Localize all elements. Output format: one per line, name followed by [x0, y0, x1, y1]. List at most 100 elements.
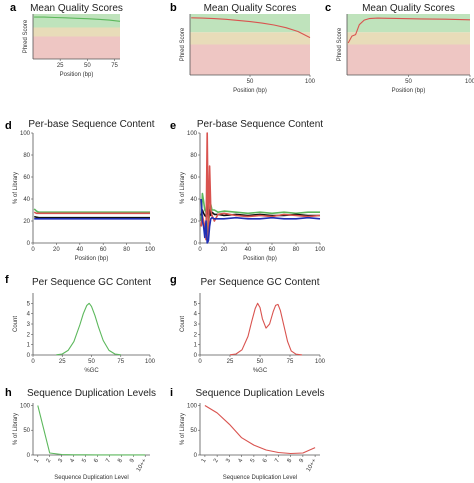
y-axis-label: Count	[180, 316, 186, 332]
x-tick-label: 9	[129, 457, 136, 463]
panel-letter: g	[170, 274, 177, 286]
series-line-green	[200, 192, 320, 233]
series-line-red	[33, 211, 150, 215]
x-tick-label: 50	[257, 359, 264, 365]
series-line-red	[204, 405, 316, 455]
x-tick-label: 4	[69, 457, 76, 463]
panel-h: h Sequence Duplication Levels 1 2 3 4 5 6 7 8 9 10+…	[5, 387, 156, 481]
series-line-red	[191, 17, 311, 39]
y-axis-label: % of Library	[180, 172, 186, 204]
x-tick-label: 80	[293, 247, 300, 253]
y-tick-label: 2	[194, 332, 198, 338]
quality-band-warn	[190, 32, 310, 45]
x-axis-label: Position (bp)	[392, 88, 426, 94]
panel-a: a Mean Quality Scores 25 50 75 Position (bp) P…	[10, 2, 123, 78]
panel-g: g Per Sequence GC Content 0 25 50 75 100 0 1 2 3 4 5…	[170, 274, 326, 374]
y-tick-label: 100	[20, 131, 31, 137]
x-axis-label: Sequence Duplication Level	[223, 475, 297, 481]
chart-title: Mean Quality Scores	[362, 3, 455, 14]
panel-letter: e	[170, 120, 176, 132]
y-tick-label: 0	[194, 241, 198, 247]
x-tick-label: 25	[59, 359, 66, 365]
x-tick-label: 80	[123, 247, 130, 253]
x-axis-label: Sequence Duplication Level	[54, 475, 128, 481]
panel-i: i Sequence Duplication Levels 1 2 3 4 5 6 7 8 9 10+…	[170, 387, 324, 481]
chart-title: Mean Quality Scores	[30, 3, 123, 14]
y-tick-label: 40	[190, 197, 197, 203]
x-tick-label: 20	[221, 247, 228, 253]
y-tick-label: 40	[23, 197, 30, 203]
y-tick-label: 3	[194, 322, 198, 328]
x-tick-label: 7	[274, 457, 281, 463]
y-tick-label: 2	[27, 332, 31, 338]
y-axis-label: Phred Score	[337, 27, 343, 61]
x-tick-label: 2	[46, 457, 53, 463]
y-tick-label: 5	[27, 301, 31, 307]
panel-letter: i	[170, 387, 173, 399]
x-tick-label: 100	[145, 247, 156, 253]
y-tick-label: 60	[190, 175, 197, 181]
panel-c: c Mean Quality Scores 50 100 Position (bp) Ph…	[325, 2, 474, 94]
y-tick-label: 20	[190, 219, 197, 225]
x-axis-label: Position (bp)	[60, 72, 94, 78]
y-tick-label: 20	[23, 219, 30, 225]
y-axis-label: % of Library	[13, 413, 19, 445]
y-axis-label: Phred Score	[180, 27, 186, 61]
y-tick-label: 1	[27, 343, 31, 349]
chart-title: Mean Quality Scores	[204, 3, 297, 14]
panel-b: b Mean Quality Scores 50 100 Position (bp) Ph…	[170, 2, 316, 94]
x-axis-label: Position (bp)	[243, 256, 277, 262]
y-tick-label: 0	[27, 353, 31, 359]
panel-letter: a	[10, 2, 17, 14]
x-tick-label: 5	[81, 457, 88, 463]
x-tick-label: 3	[58, 457, 65, 463]
x-tick-label: 3	[225, 457, 232, 463]
x-tick-label: 10++	[306, 458, 318, 473]
panel-letter: f	[5, 274, 9, 286]
x-tick-label: 60	[100, 247, 107, 253]
y-tick-label: 4	[27, 312, 31, 318]
x-axis-label: Position (bp)	[233, 88, 267, 94]
x-tick-label: 50	[84, 63, 91, 69]
series-line-red	[229, 302, 303, 356]
x-tick-label: 6	[262, 457, 269, 463]
series-line-green	[34, 16, 121, 22]
y-tick-label: 5	[194, 301, 198, 307]
chart-title: Sequence Duplication Levels	[27, 388, 156, 399]
y-axis-label: % of Library	[13, 172, 19, 204]
panel-d: d Per-base Sequence Content 0 20 40 60 80 100 0 2…	[5, 119, 156, 262]
x-tick-label: 25	[57, 63, 64, 69]
x-tick-label: 100	[465, 79, 474, 85]
chart-title: Per Sequence GC Content	[201, 277, 320, 288]
x-axis-label: %GC	[84, 368, 99, 374]
chart-title: Per Sequence GC Content	[32, 277, 151, 288]
y-tick-label: 0	[194, 353, 198, 359]
y-tick-label: 0	[27, 453, 31, 459]
y-tick-label: 80	[23, 153, 30, 159]
x-tick-label: 0	[198, 359, 202, 365]
quality-band-warn	[347, 32, 470, 45]
y-tick-label: 60	[23, 175, 30, 181]
series-line-green	[37, 405, 146, 456]
x-tick-label: 75	[111, 63, 118, 69]
y-tick-label: 0	[194, 453, 198, 459]
y-tick-label: 0	[27, 241, 31, 247]
y-tick-label: 100	[187, 131, 198, 137]
x-tick-label: 100	[315, 247, 326, 253]
x-tick-label: 0	[31, 247, 35, 253]
y-axis-label: % of Library	[180, 413, 186, 445]
x-tick-label: 50	[405, 79, 412, 85]
quality-band-warn	[33, 27, 120, 37]
x-tick-label: 40	[76, 247, 83, 253]
y-tick-label: 3	[27, 322, 31, 328]
quality-band-bad	[190, 44, 310, 75]
y-tick-label: 100	[187, 403, 198, 409]
panel-letter: d	[5, 120, 12, 132]
series-line-blue	[200, 198, 321, 244]
x-tick-label: 7	[105, 457, 112, 463]
quality-band-good	[33, 14, 120, 28]
series-line-green	[33, 208, 150, 213]
x-tick-label: 25	[227, 359, 234, 365]
chart-title: Per-base Sequence Content	[28, 119, 154, 130]
